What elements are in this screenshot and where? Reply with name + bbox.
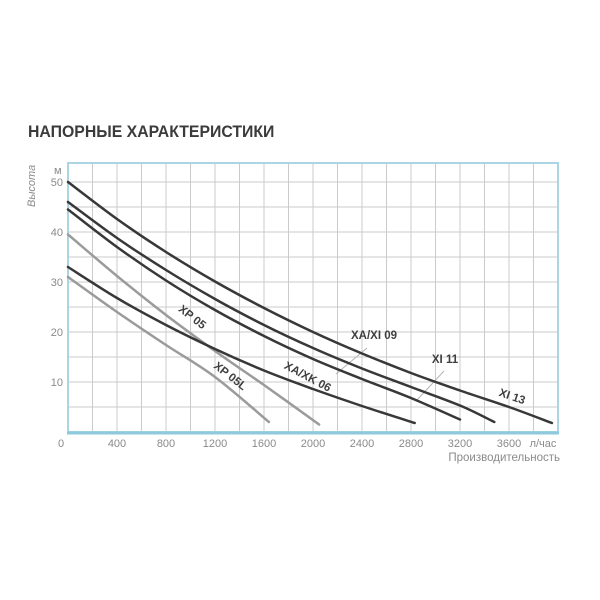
x-tick-label: 0: [58, 438, 64, 450]
curve-XP-05L: [66, 275, 271, 424]
curve-label-XP-05: XP 05: [176, 303, 208, 332]
x-axis-unit: л/час: [530, 438, 557, 450]
x-axis-title: Производительность: [448, 452, 560, 464]
y-tick-label: 20: [51, 327, 63, 339]
x-tick-label: 2000: [301, 438, 325, 450]
y-tick-label: 30: [51, 277, 63, 289]
curve-XI-11: [66, 200, 496, 424]
x-tick-label: 2800: [399, 438, 423, 450]
curve-XA-XI-09: [66, 208, 462, 421]
x-tick-label: 400: [108, 438, 126, 450]
y-tick-label: 50: [51, 177, 63, 189]
curve-label-XA-XI-09: XA/XI 09: [351, 330, 397, 342]
x-tick-label: 800: [157, 438, 175, 450]
curve-XP-05: [66, 233, 321, 426]
curve-label-XI-11: XI 11: [432, 354, 459, 366]
x-tick-label: 2400: [350, 438, 374, 450]
label-leader-line: [416, 370, 445, 401]
curve-XI-13: [66, 180, 554, 425]
chart-title: НАПОРНЫЕ ХАРАКТЕРИСТИКИ: [28, 122, 275, 141]
x-tick-label: 3600: [497, 438, 521, 450]
y-tick-label: 10: [51, 377, 63, 389]
x-tick-label: 3200: [448, 438, 472, 450]
curve-XA-XK-06: [66, 265, 416, 425]
x-tick-label: 1600: [252, 438, 276, 450]
y-axis-unit: м: [54, 165, 62, 177]
y-tick-label: 40: [51, 227, 63, 239]
x-tick-label: 1200: [203, 438, 227, 450]
